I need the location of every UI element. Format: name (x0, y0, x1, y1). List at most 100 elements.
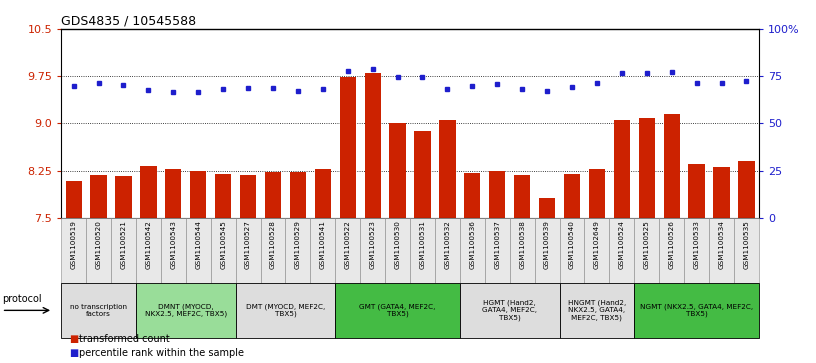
Bar (211, 218, 236, 283)
Text: GSM1100543: GSM1100543 (171, 220, 176, 269)
Text: GSM1100519: GSM1100519 (71, 220, 77, 269)
Bar (165, 169, 181, 218)
Text: GSM1100544: GSM1100544 (195, 220, 202, 269)
Bar (510, 218, 534, 283)
Text: GSM1100534: GSM1100534 (719, 220, 725, 269)
Text: GSM1100532: GSM1100532 (445, 220, 450, 269)
Text: GDS4835 / 10545588: GDS4835 / 10545588 (61, 15, 197, 28)
Bar (738, 161, 755, 218)
Bar (460, 283, 560, 338)
Bar (236, 218, 260, 283)
Text: GSM1100533: GSM1100533 (694, 220, 699, 269)
Bar (614, 120, 630, 218)
Bar (360, 218, 385, 283)
Bar (365, 73, 381, 218)
Text: GSM1100529: GSM1100529 (295, 220, 301, 269)
Bar (460, 218, 485, 283)
Text: GSM1100522: GSM1100522 (344, 220, 351, 269)
Bar (435, 218, 460, 283)
Text: HGMT (Hand2,
GATA4, MEF2C,
TBX5): HGMT (Hand2, GATA4, MEF2C, TBX5) (482, 300, 537, 321)
Text: GSM1100537: GSM1100537 (494, 220, 500, 269)
Text: GSM1100521: GSM1100521 (121, 220, 126, 269)
Text: GSM1100527: GSM1100527 (245, 220, 251, 269)
Bar (610, 218, 634, 283)
Bar (539, 198, 555, 218)
Text: GSM1100528: GSM1100528 (270, 220, 276, 269)
Bar (560, 283, 634, 338)
Bar (514, 175, 530, 218)
Bar (290, 172, 306, 218)
Bar (315, 170, 331, 218)
Text: no transcription
factors: no transcription factors (70, 304, 127, 317)
Text: protocol: protocol (2, 294, 42, 305)
Bar (310, 218, 335, 283)
Bar (335, 283, 460, 338)
Text: GSM1100523: GSM1100523 (370, 220, 375, 269)
Bar (534, 218, 560, 283)
Text: ■: ■ (69, 334, 78, 344)
Text: GSM1100541: GSM1100541 (320, 220, 326, 269)
Bar (61, 218, 86, 283)
Bar (439, 120, 455, 218)
Text: GSM1100538: GSM1100538 (519, 220, 526, 269)
Text: GSM1100540: GSM1100540 (569, 220, 575, 269)
Bar (410, 218, 435, 283)
Bar (190, 171, 206, 218)
Text: GSM1102649: GSM1102649 (594, 220, 600, 269)
Bar (489, 171, 505, 218)
Bar (564, 174, 580, 218)
Bar (136, 218, 161, 283)
Bar (65, 181, 82, 218)
Bar (584, 218, 610, 283)
Bar (215, 174, 231, 218)
Text: GSM1100520: GSM1100520 (95, 220, 101, 269)
Bar (634, 218, 659, 283)
Text: GSM1100535: GSM1100535 (743, 220, 749, 269)
Text: GMT (GATA4, MEF2C,
TBX5): GMT (GATA4, MEF2C, TBX5) (359, 303, 436, 317)
Bar (485, 218, 510, 283)
Text: HNGMT (Hand2,
NKX2.5, GATA4,
MEF2C, TBX5): HNGMT (Hand2, NKX2.5, GATA4, MEF2C, TBX5… (568, 300, 626, 321)
Bar (684, 218, 709, 283)
Text: GSM1100542: GSM1100542 (145, 220, 152, 269)
Bar (734, 218, 759, 283)
Bar (415, 131, 431, 218)
Bar (265, 172, 281, 218)
Bar (61, 283, 136, 338)
Text: GSM1100530: GSM1100530 (395, 220, 401, 269)
Bar (709, 218, 734, 283)
Text: GSM1100524: GSM1100524 (619, 220, 625, 269)
Bar (136, 283, 236, 338)
Text: percentile rank within the sample: percentile rank within the sample (79, 348, 244, 358)
Bar (236, 283, 335, 338)
Bar (140, 166, 157, 218)
Bar (111, 218, 136, 283)
Text: DMT (MYOCD, MEF2C,
TBX5): DMT (MYOCD, MEF2C, TBX5) (246, 303, 325, 317)
Bar (713, 167, 730, 218)
Text: GSM1100526: GSM1100526 (668, 220, 675, 269)
Text: GSM1100545: GSM1100545 (220, 220, 226, 269)
Bar (464, 173, 481, 218)
Bar (286, 218, 310, 283)
Bar (385, 218, 410, 283)
Bar (240, 175, 256, 218)
Text: DMNT (MYOCD,
NKX2.5, MEF2C, TBX5): DMNT (MYOCD, NKX2.5, MEF2C, TBX5) (144, 303, 227, 317)
Bar (86, 218, 111, 283)
Text: GSM1100531: GSM1100531 (419, 220, 425, 269)
Bar (659, 218, 684, 283)
Bar (663, 114, 680, 218)
Bar (560, 218, 584, 283)
Bar (335, 218, 360, 283)
Bar (161, 218, 186, 283)
Bar (91, 175, 107, 218)
Text: GSM1100539: GSM1100539 (544, 220, 550, 269)
Bar (689, 164, 705, 218)
Bar (186, 218, 211, 283)
Bar (589, 169, 605, 218)
Bar (115, 176, 131, 218)
Text: transformed count: transformed count (79, 334, 170, 344)
Bar (339, 77, 356, 218)
Text: GSM1100536: GSM1100536 (469, 220, 476, 269)
Text: NGMT (NKX2.5, GATA4, MEF2C,
TBX5): NGMT (NKX2.5, GATA4, MEF2C, TBX5) (640, 303, 753, 317)
Bar (634, 283, 759, 338)
Bar (639, 118, 655, 218)
